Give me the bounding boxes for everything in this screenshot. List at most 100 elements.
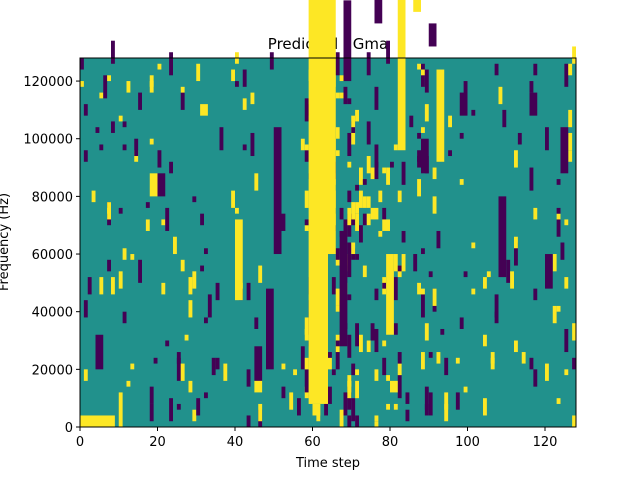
heatmap-cell-high [432,196,437,214]
heatmap-cell-low [413,254,418,272]
heatmap-cell-low [297,398,301,416]
heatmap-cell-high [200,104,208,116]
heatmap-cell-high [483,334,487,347]
heatmap-cell-low [355,254,359,260]
heatmap-cell-high [366,156,371,174]
heatmap-cell-low [393,323,398,335]
heatmap-cell-high [83,369,88,381]
heatmap-cell-low [250,132,255,157]
heatmap-cell-high [339,75,344,82]
heatmap-cell-high [490,357,495,364]
heatmap-cell-high [192,409,197,422]
heatmap-cell-high [556,305,561,312]
heatmap-cell-high [564,369,569,376]
heatmap-cell-high [572,46,576,64]
heatmap-cell-low [564,328,569,353]
heatmap-cell-high [335,92,340,99]
heatmap-cell-low [254,317,259,329]
heatmap-cell-high [126,380,131,387]
heatmap-cell-high [335,288,340,306]
heatmap-cell-high [231,69,235,82]
heatmap-cell-high [188,300,193,318]
heatmap-cell-high [444,403,449,422]
heatmap-cell-high [359,190,363,208]
heatmap-cell-low [421,294,425,318]
heatmap-cell-high [149,138,154,145]
heatmap-cell-high [568,109,573,128]
heatmap-cell-low [343,219,348,231]
heatmap-cell-low [366,52,371,76]
heatmap-cell-low [421,138,429,174]
heatmap-cell-low [339,207,344,220]
heatmap-cell-high [118,271,123,289]
heatmap-cell-low [436,230,441,249]
heatmap-cell-low [111,40,115,64]
heatmap-cell-high [188,277,193,295]
heatmap-cell-low [424,386,429,410]
heatmap-cell-high [463,386,468,393]
heatmap-cell-low [545,254,553,289]
heatmap-cell-high [312,403,321,416]
heatmap-cell-high [347,161,352,168]
heatmap-cell-low [246,369,251,387]
heatmap-cell-low [300,346,305,370]
heatmap-cell-high [254,173,259,191]
heatmap-cell-high [80,415,115,427]
heatmap-cell-low [560,242,565,260]
heatmap-cell-high [424,104,429,122]
heatmap-cell-low [463,271,468,278]
heatmap-cell-low [382,207,387,220]
heatmap-cell-low [122,311,127,324]
heatmap-cell-low [95,127,100,133]
heatmap-cell-low [219,127,224,151]
heatmap-cell-low [134,138,139,157]
heatmap-cell-low [374,328,379,353]
heatmap-cell-high [126,81,131,93]
heatmap-cell-low [382,282,387,289]
heatmap-cell-high [359,167,363,185]
y-tick-label: 20000 [32,363,73,378]
heatmap-cell-low [517,132,522,145]
heatmap-cell-high [374,207,379,220]
heatmap-cell-low [266,288,274,370]
x-axis-ticks: 0 20 40 60 80 100 120 [76,427,557,450]
heatmap-cell-high [161,219,166,226]
heatmap-cell-high [145,219,150,231]
heatmap-cell-high [339,92,344,99]
heatmap-cell-high [455,357,460,364]
heatmap-cell-high [130,363,135,370]
heatmap-cell-low [374,0,383,24]
heatmap-cell-high [355,380,359,399]
heatmap-cell-high [498,86,503,105]
heatmap-cell-high [483,398,487,416]
heatmap-cell-high [572,323,576,341]
heatmap-cell-low [192,196,197,203]
heatmap-cell-high [355,202,359,214]
heatmap-cell-high [180,363,185,381]
heatmap-cell-low [157,173,166,197]
heatmap-cell-high [572,415,576,427]
heatmap-cell-high [118,115,123,122]
heatmap-cell-low [165,340,170,347]
heatmap-cell-high [386,254,394,335]
heatmap-cell-high [347,380,352,387]
heatmap-cell-low [545,127,549,151]
heatmap-cell-low [366,121,371,145]
y-tick-label: 80000 [32,190,73,205]
heatmap-cell-low [254,346,263,381]
heatmap-cell-high [382,340,387,347]
heatmap-cell-low [362,179,367,185]
heatmap-cell-high [180,259,185,272]
heatmap-cell-high [444,392,449,410]
heatmap-cell-low [335,346,340,370]
heatmap-cell-low [533,63,538,76]
heatmap-cell-high [351,127,356,145]
heatmap-cell-high [188,380,193,393]
heatmap-cell-low [180,92,185,110]
heatmap-cell-high [149,75,154,87]
heatmap-cell-low [529,81,534,93]
heatmap-cell-low [417,132,421,139]
heatmap-cell-low [401,161,406,185]
heatmap-cell-high [393,254,398,272]
heatmap-cell-low [343,392,348,416]
